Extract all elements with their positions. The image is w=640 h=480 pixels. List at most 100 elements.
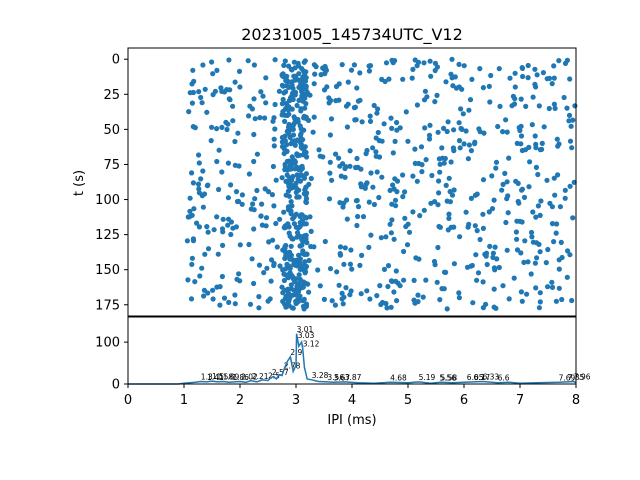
raster-point <box>341 261 347 267</box>
raster-point <box>268 278 274 284</box>
raster-point <box>490 254 496 260</box>
raster-point <box>520 73 526 80</box>
raster-point <box>493 159 500 165</box>
raster-point <box>390 60 396 66</box>
raster-point <box>289 79 295 85</box>
raster-point <box>323 65 329 71</box>
raster-point <box>457 145 463 151</box>
raster-point <box>347 148 353 154</box>
raster-point <box>480 279 486 285</box>
raster-point <box>293 189 299 195</box>
raster-point <box>254 187 260 194</box>
raster-point <box>347 292 353 298</box>
raster-point <box>404 242 411 248</box>
raster-point <box>300 248 306 254</box>
raster-point <box>235 130 241 136</box>
raster-point <box>426 136 433 142</box>
raster-point <box>210 287 216 293</box>
raster-point <box>192 279 198 285</box>
raster-point <box>376 154 383 160</box>
raster-point <box>220 242 226 248</box>
raster-point <box>246 113 252 119</box>
raster-point <box>230 118 236 124</box>
histogram-line <box>128 333 577 385</box>
raster-point <box>406 229 413 235</box>
raster-point <box>216 147 222 153</box>
raster-point <box>535 171 541 178</box>
raster-point <box>427 122 433 128</box>
raster-point <box>446 215 452 221</box>
raster-point <box>336 282 342 288</box>
raster-point <box>366 199 372 205</box>
raster-point <box>279 112 285 118</box>
raster-point <box>447 189 453 195</box>
raster-point <box>221 295 228 301</box>
raster-point <box>495 123 501 130</box>
raster-point <box>342 165 348 172</box>
raster-point <box>388 230 394 236</box>
raster-point <box>447 199 453 205</box>
raster-point <box>387 221 393 227</box>
raster-point <box>355 164 361 170</box>
raster-point <box>357 70 363 76</box>
raster-point <box>534 255 540 261</box>
raster-point <box>345 79 351 85</box>
raster-point <box>295 116 301 123</box>
raster-point <box>294 137 301 143</box>
raster-point <box>394 189 400 195</box>
raster-point <box>533 141 539 147</box>
raster-point <box>379 174 385 180</box>
raster-point <box>288 184 294 190</box>
raster-point <box>219 226 226 232</box>
raster-point <box>511 275 517 281</box>
raster-point <box>378 301 384 308</box>
raster-point <box>327 159 333 165</box>
raster-point <box>326 196 333 202</box>
raster-y-tick-label: 50 <box>103 123 120 138</box>
raster-point <box>554 221 560 227</box>
raster-point <box>298 96 305 102</box>
raster-point <box>291 259 297 265</box>
raster-point <box>528 229 535 236</box>
raster-point <box>469 262 475 269</box>
raster-point <box>200 62 206 68</box>
raster-point <box>285 221 291 227</box>
raster-point <box>301 296 307 302</box>
raster-point <box>441 160 447 166</box>
raster-point <box>459 86 465 92</box>
raster-point <box>320 154 326 160</box>
raster-point <box>251 226 257 232</box>
raster-point <box>381 121 387 127</box>
raster-point <box>290 138 296 144</box>
raster-point <box>444 306 450 312</box>
raster-point <box>236 163 242 169</box>
raster-point <box>301 77 308 84</box>
raster-point <box>378 235 384 241</box>
histogram-peak-label: 3.12 <box>303 339 320 348</box>
raster-point <box>337 163 343 169</box>
raster-point <box>556 285 562 291</box>
raster-point <box>204 183 210 189</box>
raster-point <box>473 252 479 258</box>
raster-point <box>344 124 350 130</box>
raster-point <box>187 195 193 201</box>
raster-point <box>551 101 558 107</box>
raster-point <box>228 231 234 238</box>
raster-point <box>456 290 462 296</box>
raster-point <box>393 278 399 284</box>
histogram-peak-label: 3.01 <box>297 325 314 334</box>
raster-point <box>354 85 360 91</box>
raster-point <box>509 103 515 109</box>
raster-point <box>475 270 482 276</box>
raster-point <box>370 145 376 151</box>
raster-point <box>195 181 202 187</box>
raster-y-label: t (s) <box>72 170 87 196</box>
raster-point <box>400 172 406 178</box>
raster-point <box>303 221 309 227</box>
raster-point <box>353 198 359 204</box>
raster-point <box>489 173 495 179</box>
raster-point <box>198 176 204 182</box>
raster-point <box>307 92 313 98</box>
raster-point <box>546 105 552 112</box>
raster-point <box>280 83 286 89</box>
